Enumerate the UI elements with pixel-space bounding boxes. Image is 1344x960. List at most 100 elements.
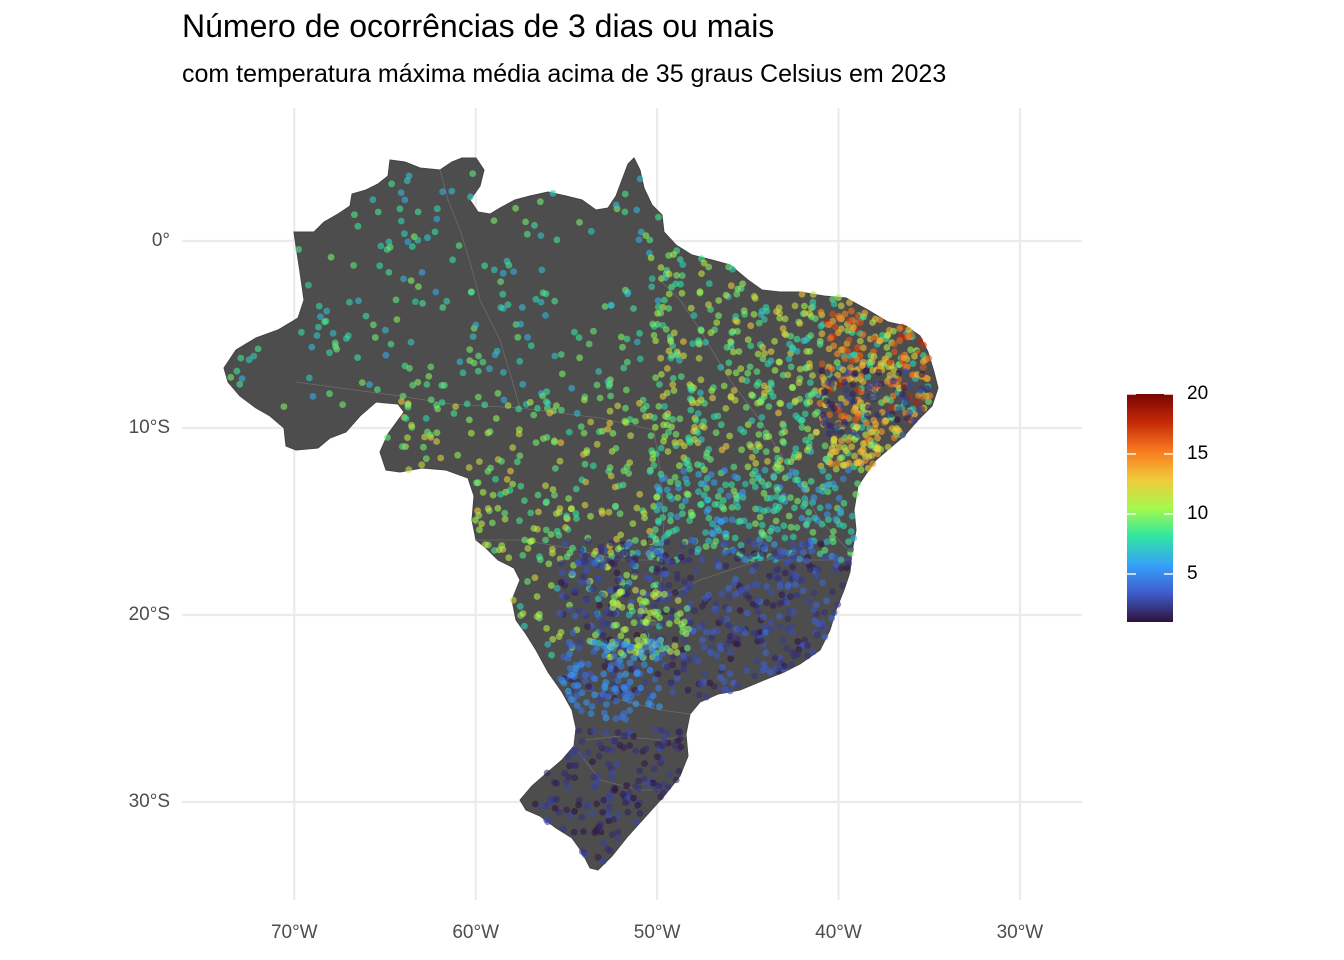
- station-point: [374, 208, 382, 216]
- station-point: [792, 412, 800, 420]
- station-point: [733, 318, 741, 326]
- station-point: [664, 448, 672, 455]
- station-point: [742, 480, 749, 488]
- y-tick-label: 10°S: [129, 417, 170, 438]
- station-point: [752, 520, 759, 528]
- station-point: [685, 625, 692, 633]
- station-point: [617, 588, 624, 595]
- station-point: [583, 597, 591, 605]
- station-point: [687, 304, 695, 312]
- station-point: [762, 448, 770, 456]
- station-point: [682, 497, 689, 504]
- station-point: [636, 620, 644, 627]
- station-point: [350, 262, 357, 269]
- station-point: [837, 400, 845, 408]
- station-point: [640, 775, 648, 783]
- station-point: [439, 304, 447, 311]
- station-point: [587, 512, 594, 520]
- station-point: [531, 800, 539, 808]
- station-point: [620, 626, 627, 634]
- station-point: [546, 409, 554, 417]
- station-point: [543, 434, 551, 441]
- station-point: [663, 606, 670, 613]
- station-point: [809, 372, 816, 379]
- station-point: [872, 380, 880, 388]
- station-point: [591, 675, 599, 683]
- station-point: [700, 418, 708, 425]
- station-point: [513, 458, 521, 466]
- station-point: [743, 377, 751, 385]
- station-point: [796, 365, 804, 373]
- station-point: [551, 804, 559, 812]
- station-point: [821, 442, 829, 450]
- station-point: [816, 550, 824, 558]
- station-point: [899, 431, 907, 439]
- station-point: [532, 439, 540, 446]
- station-point: [726, 687, 734, 695]
- station-point: [754, 350, 762, 358]
- station-point: [486, 428, 494, 436]
- station-point: [705, 505, 712, 513]
- station-point: [726, 432, 733, 440]
- station-point: [668, 560, 676, 567]
- station-point: [896, 325, 904, 332]
- station-point: [641, 679, 649, 687]
- station-point: [851, 452, 858, 460]
- station-point: [570, 682, 578, 689]
- station-point: [923, 385, 931, 392]
- station-point: [644, 780, 652, 787]
- station-point: [651, 602, 659, 610]
- station-point: [838, 564, 845, 572]
- station-point: [619, 651, 627, 659]
- station-point: [382, 351, 390, 359]
- station-point: [819, 373, 827, 381]
- station-point: [602, 714, 610, 722]
- station-point: [527, 509, 535, 517]
- station-point: [407, 338, 415, 346]
- station-point: [862, 367, 870, 375]
- station-point: [600, 839, 608, 847]
- station-point: [590, 327, 597, 335]
- station-point: [679, 541, 687, 548]
- station-point: [399, 392, 407, 400]
- station-point: [433, 438, 440, 445]
- station-point: [830, 342, 838, 350]
- station-point: [539, 392, 547, 400]
- station-point: [604, 378, 612, 386]
- station-point: [647, 254, 655, 262]
- station-point: [632, 586, 639, 594]
- station-point: [694, 410, 702, 417]
- station-point: [671, 439, 679, 446]
- station-point: [896, 337, 904, 345]
- station-point: [640, 633, 647, 640]
- station-point: [688, 548, 695, 555]
- station-point: [801, 495, 809, 503]
- station-point: [704, 496, 712, 504]
- station-point: [825, 473, 832, 481]
- station-point: [576, 606, 583, 614]
- station-point: [553, 780, 560, 787]
- station-point: [680, 467, 688, 475]
- station-point: [857, 352, 864, 359]
- station-point: [623, 571, 631, 579]
- station-point: [636, 642, 644, 649]
- station-point: [676, 462, 683, 470]
- station-point: [414, 236, 422, 244]
- station-point: [740, 517, 748, 525]
- station-point: [578, 814, 586, 821]
- station-point: [581, 396, 588, 404]
- station-point: [844, 555, 852, 562]
- station-point: [674, 611, 681, 619]
- station-point: [805, 509, 813, 516]
- station-point: [718, 446, 726, 454]
- station-point: [925, 354, 933, 362]
- station-point: [652, 726, 659, 734]
- station-point: [642, 232, 650, 240]
- station-point: [756, 513, 764, 521]
- station-point: [614, 577, 622, 585]
- station-point: [650, 779, 658, 787]
- station-point: [500, 396, 508, 404]
- station-point: [657, 726, 665, 734]
- station-point: [834, 601, 842, 608]
- station-point: [614, 828, 622, 836]
